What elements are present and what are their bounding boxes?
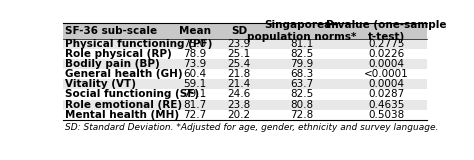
Bar (63, 110, 427, 120)
Bar (63, 100, 427, 110)
Text: Mean: Mean (179, 26, 211, 36)
Bar (63, 79, 427, 89)
Text: Bodily pain (BP): Bodily pain (BP) (65, 59, 160, 69)
Text: 72.8: 72.8 (290, 110, 313, 120)
Bar (63, 59, 427, 69)
Bar (63, 89, 427, 100)
Text: 0.0004: 0.0004 (368, 79, 404, 89)
Text: 25.4: 25.4 (228, 59, 251, 69)
Text: 23.8: 23.8 (228, 100, 251, 110)
Text: 72.7: 72.7 (183, 110, 207, 120)
Text: SF-36 sub-scale: SF-36 sub-scale (65, 26, 157, 36)
Text: 0.0004: 0.0004 (368, 59, 404, 69)
Text: Mental health (MH): Mental health (MH) (65, 110, 179, 120)
Text: 21.4: 21.4 (228, 79, 251, 89)
Text: 0.5038: 0.5038 (368, 110, 404, 120)
Text: 73.9: 73.9 (183, 59, 207, 69)
Text: Role physical (RP): Role physical (RP) (65, 49, 172, 59)
Text: 0.4635: 0.4635 (368, 100, 404, 110)
Text: SD: Standard Deviation. *Adjusted for age, gender, ethnicity and survey language: SD: Standard Deviation. *Adjusted for ag… (65, 123, 438, 132)
Text: 75.0: 75.0 (183, 39, 207, 49)
Text: 60.4: 60.4 (183, 69, 207, 79)
Text: P-value (one-sample
t-test): P-value (one-sample t-test) (326, 20, 447, 42)
Text: Singaporean
population norms*: Singaporean population norms* (247, 20, 356, 42)
Text: 79.9: 79.9 (290, 59, 313, 69)
Bar (63, 39, 427, 49)
Text: 0.0287: 0.0287 (368, 89, 404, 100)
Text: 68.3: 68.3 (290, 69, 313, 79)
Text: 59.1: 59.1 (183, 79, 207, 89)
Text: Role emotional (RE): Role emotional (RE) (65, 100, 182, 110)
Bar (63, 69, 427, 79)
Text: 24.6: 24.6 (228, 89, 251, 100)
Text: 80.8: 80.8 (290, 100, 313, 110)
Text: 82.5: 82.5 (290, 89, 313, 100)
Text: 20.2: 20.2 (228, 110, 251, 120)
Text: 63.7: 63.7 (290, 79, 313, 89)
Text: 82.5: 82.5 (290, 49, 313, 59)
Text: Social functioning (SF): Social functioning (SF) (65, 89, 199, 100)
Bar (63, 49, 427, 59)
Text: 23.9: 23.9 (228, 39, 251, 49)
Text: 25.1: 25.1 (228, 49, 251, 59)
Text: 81.1: 81.1 (290, 39, 313, 49)
Text: 21.8: 21.8 (228, 69, 251, 79)
Text: SD: SD (231, 26, 247, 36)
Text: Vitality (VT): Vitality (VT) (65, 79, 136, 89)
Text: 0.0226: 0.0226 (368, 49, 404, 59)
Text: 78.9: 78.9 (183, 49, 207, 59)
Text: <0.0001: <0.0001 (364, 69, 409, 79)
Bar (63, 23, 427, 39)
Text: Physical functioning (PF): Physical functioning (PF) (65, 39, 212, 49)
Text: General health (GH): General health (GH) (65, 69, 182, 79)
Text: 0.2775: 0.2775 (368, 39, 404, 49)
Text: 81.7: 81.7 (183, 100, 207, 110)
Text: 79.1: 79.1 (183, 89, 207, 100)
